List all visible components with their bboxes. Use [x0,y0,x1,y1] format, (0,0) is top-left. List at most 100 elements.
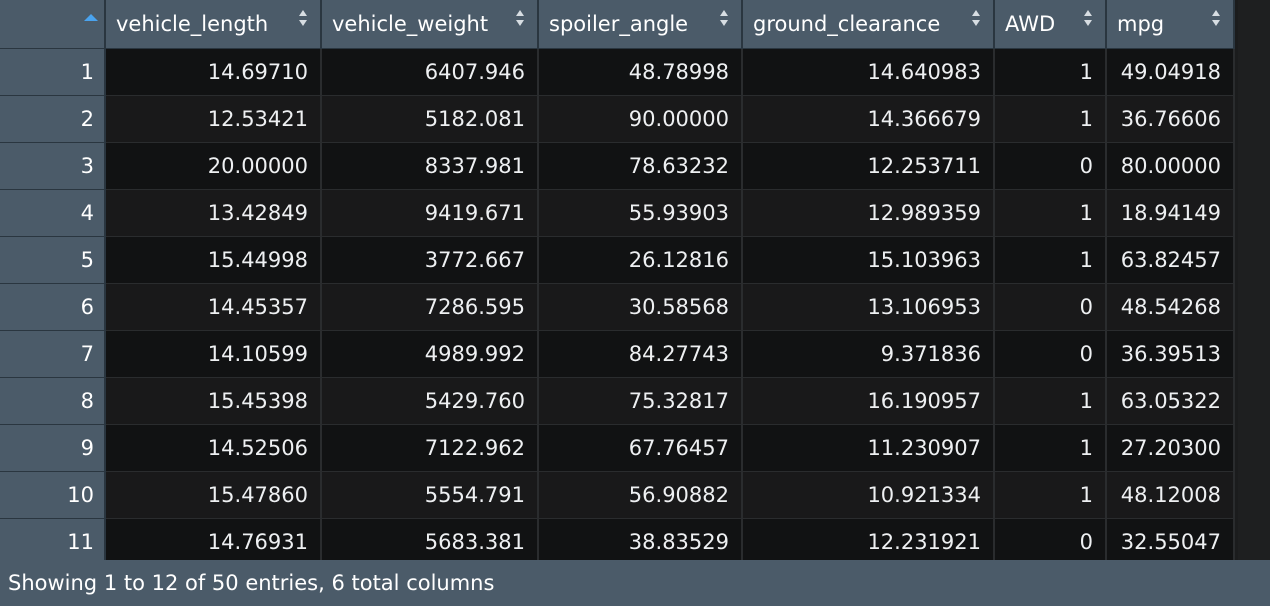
sort-arrows-icon[interactable] [1212,10,1221,28]
table-cell[interactable]: 9.371836 [742,330,995,378]
table-cell[interactable]: 14.366679 [742,95,995,143]
table-cell[interactable]: 36.39513 [1106,330,1235,378]
table-cell[interactable]: 48.54268 [1106,283,1235,331]
row-index: 7 [0,330,106,378]
table-cell[interactable]: 10.921334 [742,471,995,519]
table-cell[interactable]: 63.82457 [1106,236,1235,284]
column-header-label: spoiler_angle [549,12,689,36]
row-index: 8 [0,377,106,425]
sort-arrows-icon[interactable] [972,10,981,28]
table-cell[interactable]: 56.90882 [538,471,743,519]
table-cell[interactable]: 48.12008 [1106,471,1235,519]
column-header[interactable]: AWD [994,0,1107,49]
table-cell[interactable]: 12.253711 [742,142,995,190]
table-row: 9 14.52506 7122.962 67.76457 11.230907 1… [0,424,1235,472]
table-cell[interactable]: 80.00000 [1106,142,1235,190]
table-row: 8 15.45398 5429.760 75.32817 16.190957 1… [0,377,1235,425]
table-cell[interactable]: 20.00000 [105,142,322,190]
table-cell[interactable]: 6407.946 [321,48,539,96]
table-row: 6 14.45357 7286.595 30.58568 13.106953 0… [0,283,1235,331]
table-cell[interactable]: 1 [994,189,1107,237]
table-cell[interactable]: 0 [994,142,1107,190]
row-index: 9 [0,424,106,472]
table-cell[interactable]: 13.106953 [742,283,995,331]
table-cell[interactable]: 67.76457 [538,424,743,472]
table-cell[interactable]: 15.47860 [105,471,322,519]
table-cell[interactable]: 7286.595 [321,283,539,331]
table-cell[interactable]: 4989.992 [321,330,539,378]
table-cell[interactable]: 14.640983 [742,48,995,96]
row-index: 6 [0,283,106,331]
table-cell[interactable]: 13.42849 [105,189,322,237]
sort-arrows-icon[interactable] [516,10,525,28]
table-cell[interactable]: 27.20300 [1106,424,1235,472]
table-row: 7 14.10599 4989.992 84.27743 9.371836 0 … [0,330,1235,378]
table-cell[interactable]: 78.63232 [538,142,743,190]
table-cell[interactable]: 1 [994,377,1107,425]
status-bar: Showing 1 to 12 of 50 entries, 6 total c… [0,560,1270,606]
column-header[interactable]: mpg [1106,0,1235,49]
table-cell[interactable]: 15.103963 [742,236,995,284]
row-index-header[interactable] [0,0,106,49]
table-cell[interactable]: 1 [994,471,1107,519]
table-cell[interactable]: 15.45398 [105,377,322,425]
vertical-scrollbar[interactable] [1238,0,1270,560]
table-cell[interactable]: 49.04918 [1106,48,1235,96]
table-cell[interactable]: 0 [994,518,1107,560]
table-cell[interactable]: 36.76606 [1106,95,1235,143]
table-cell[interactable]: 30.58568 [538,283,743,331]
table-cell[interactable]: 14.45357 [105,283,322,331]
table-cell[interactable]: 3772.667 [321,236,539,284]
table-cell[interactable]: 32.55047 [1106,518,1235,560]
table-cell[interactable]: 9419.671 [321,189,539,237]
table-row: 2 12.53421 5182.081 90.00000 14.366679 1… [0,95,1235,143]
sort-arrows-icon[interactable] [1084,10,1093,28]
table-cell[interactable]: 75.32817 [538,377,743,425]
table-cell[interactable]: 8337.981 [321,142,539,190]
table-cell[interactable]: 1 [994,236,1107,284]
table-cell[interactable]: 5554.791 [321,471,539,519]
table-cell[interactable]: 14.69710 [105,48,322,96]
column-header-label: ground_clearance [753,12,941,36]
table-cell[interactable]: 14.52506 [105,424,322,472]
table-cell[interactable]: 5429.760 [321,377,539,425]
header-row: vehicle_length vehicle_weight spoiler_an… [0,0,1235,49]
table-cell[interactable]: 0 [994,330,1107,378]
table-cell[interactable]: 84.27743 [538,330,743,378]
table-cell[interactable]: 1 [994,424,1107,472]
table-row: 5 15.44998 3772.667 26.12816 15.103963 1… [0,236,1235,284]
table-cell[interactable]: 18.94149 [1106,189,1235,237]
table-cell[interactable]: 1 [994,48,1107,96]
table-cell[interactable]: 48.78998 [538,48,743,96]
sort-arrows-icon[interactable] [299,10,308,28]
table-cell[interactable]: 1 [994,95,1107,143]
column-header[interactable]: vehicle_length [105,0,322,49]
sort-arrows-icon[interactable] [720,10,729,28]
table-cell[interactable]: 5182.081 [321,95,539,143]
column-header[interactable]: vehicle_weight [321,0,539,49]
table-cell[interactable]: 15.44998 [105,236,322,284]
table-cell[interactable]: 11.230907 [742,424,995,472]
table-cell[interactable]: 7122.962 [321,424,539,472]
column-header[interactable]: spoiler_angle [538,0,743,49]
table-cell[interactable]: 63.05322 [1106,377,1235,425]
table-cell[interactable]: 90.00000 [538,95,743,143]
table-cell[interactable]: 55.93903 [538,189,743,237]
table-cell[interactable]: 38.83529 [538,518,743,560]
table-cell[interactable]: 14.10599 [105,330,322,378]
table-cell[interactable]: 14.76931 [105,518,322,560]
status-text: Showing 1 to 12 of 50 entries, 6 total c… [8,571,495,595]
table-cell[interactable]: 5683.381 [321,518,539,560]
table-cell[interactable]: 12.989359 [742,189,995,237]
table-cell[interactable]: 26.12816 [538,236,743,284]
row-index: 3 [0,142,106,190]
row-index: 11 [0,518,106,560]
row-index: 5 [0,236,106,284]
table-cell[interactable]: 0 [994,283,1107,331]
column-header[interactable]: ground_clearance [742,0,995,49]
table-cell[interactable]: 12.231921 [742,518,995,560]
table-cell[interactable]: 12.53421 [105,95,322,143]
table-cell[interactable]: 16.190957 [742,377,995,425]
data-grid[interactable]: vehicle_length vehicle_weight spoiler_an… [0,0,1238,560]
